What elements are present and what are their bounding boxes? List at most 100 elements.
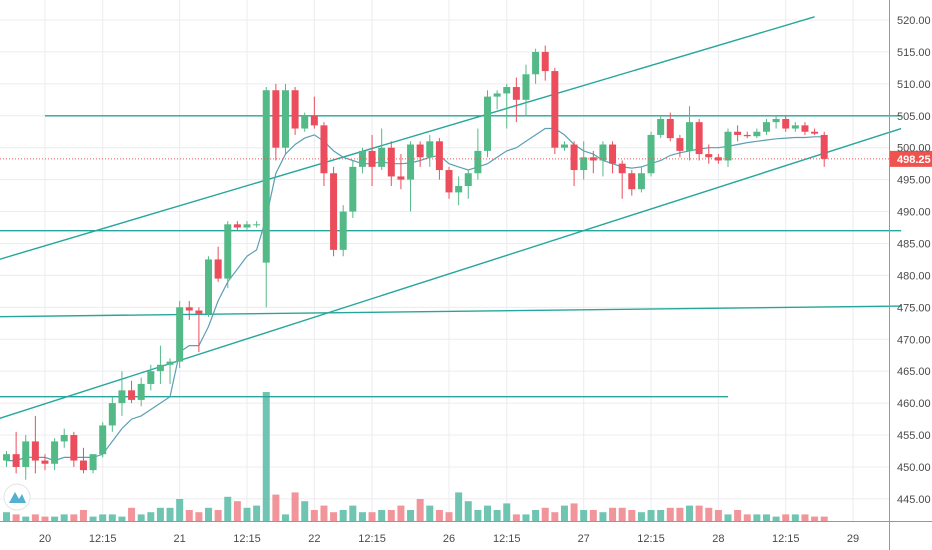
last-price-line: 498.25 [0, 150, 932, 167]
candle-body [734, 131, 742, 135]
volume-bar [464, 501, 472, 521]
volume-bar [195, 512, 203, 521]
candle-body [705, 154, 713, 158]
candle-body [512, 87, 520, 100]
candle-body [676, 138, 684, 151]
grid-lines [0, 0, 889, 521]
candle-body [378, 147, 386, 167]
candle-body [3, 454, 10, 461]
candle-body [89, 454, 97, 471]
candle-body [22, 441, 30, 467]
volume-bars [3, 392, 828, 521]
price-tick-label: 450.00 [897, 462, 931, 474]
candle-body [474, 150, 482, 174]
candle-body [714, 157, 722, 161]
volume-bar [724, 514, 732, 521]
logo-mark [9, 492, 26, 503]
volume-bar [60, 514, 68, 521]
candles [3, 45, 828, 480]
candle-body [580, 157, 588, 171]
volume-bar [31, 514, 39, 521]
trend-line[interactable] [0, 127, 902, 426]
time-tick-label: 12:15 [637, 533, 665, 545]
price-tick-label: 495.00 [897, 175, 931, 187]
volume-bar [205, 507, 213, 521]
candle-body [637, 173, 645, 190]
price-tick-label: 460.00 [897, 398, 931, 410]
volume-bar [368, 512, 376, 521]
volume-bar [820, 516, 828, 521]
price-tick-label: 455.00 [897, 430, 931, 442]
candle-body [762, 122, 770, 132]
volume-bar [791, 514, 799, 521]
price-tick-label: 510.00 [897, 79, 931, 91]
volume-bar [214, 510, 222, 521]
candle-body [41, 460, 49, 464]
volume-bar [686, 505, 694, 521]
volume-bar [320, 505, 328, 521]
volume-bar [647, 510, 655, 521]
volume-bar [618, 507, 626, 521]
candle-body [455, 186, 463, 193]
volume-bar [358, 512, 366, 521]
candle-body [772, 118, 780, 123]
candle-body [570, 144, 578, 171]
volume-bar [532, 510, 540, 521]
volume-bar [253, 505, 261, 521]
candle-body [12, 454, 20, 467]
price-tick-label: 485.00 [897, 238, 931, 250]
candle-body [320, 125, 328, 174]
volume-bar [599, 512, 607, 521]
volume-bar [753, 514, 761, 521]
candle-body [214, 259, 222, 279]
time-tick-label: 28 [712, 533, 724, 545]
volume-bar [714, 510, 722, 521]
volume-bar [378, 510, 386, 521]
volume-bar [12, 514, 20, 521]
candle-body [195, 310, 203, 314]
volume-bar [147, 512, 155, 521]
price-tick-label: 505.00 [897, 111, 931, 123]
time-tick-label: 12:15 [358, 533, 386, 545]
volume-bar [281, 514, 289, 521]
candle-body [301, 115, 309, 129]
last-price-label: 498.25 [897, 154, 931, 166]
volume-bar [41, 516, 49, 521]
candle-body [609, 144, 617, 164]
volume-bar [541, 507, 549, 521]
time-tick-label: 20 [39, 533, 51, 545]
candle-body [108, 403, 116, 426]
candle-body [416, 144, 424, 158]
trend-lines[interactable] [0, 16, 902, 426]
volume-bar [676, 507, 684, 521]
candle-body [253, 224, 261, 226]
volume-bar [666, 507, 674, 521]
volume-bar [233, 501, 241, 521]
candle-body [820, 134, 828, 159]
tradingview-logo-icon[interactable] [3, 483, 31, 511]
time-tick-label: 29 [847, 533, 859, 545]
candle-body [532, 51, 540, 75]
candle-body [551, 71, 559, 148]
candle-body [647, 134, 655, 174]
trend-line[interactable] [0, 305, 902, 318]
candle-body [147, 371, 155, 384]
candle-body [262, 90, 270, 263]
candle-body [397, 176, 405, 180]
trend-line[interactable] [0, 16, 815, 266]
moving-average-path [6, 127, 825, 462]
candle-body [128, 390, 136, 400]
candle-body [387, 147, 395, 177]
volume-bar [349, 505, 357, 521]
volume-bar [762, 514, 770, 521]
price-tick-label: 515.00 [897, 47, 931, 59]
volume-bar [522, 514, 530, 521]
price-tick-label: 480.00 [897, 270, 931, 282]
volume-bar [387, 510, 395, 521]
volume-bar [455, 492, 463, 521]
candle-body [589, 157, 597, 161]
candle-body [358, 150, 366, 167]
candle-body [233, 224, 241, 228]
